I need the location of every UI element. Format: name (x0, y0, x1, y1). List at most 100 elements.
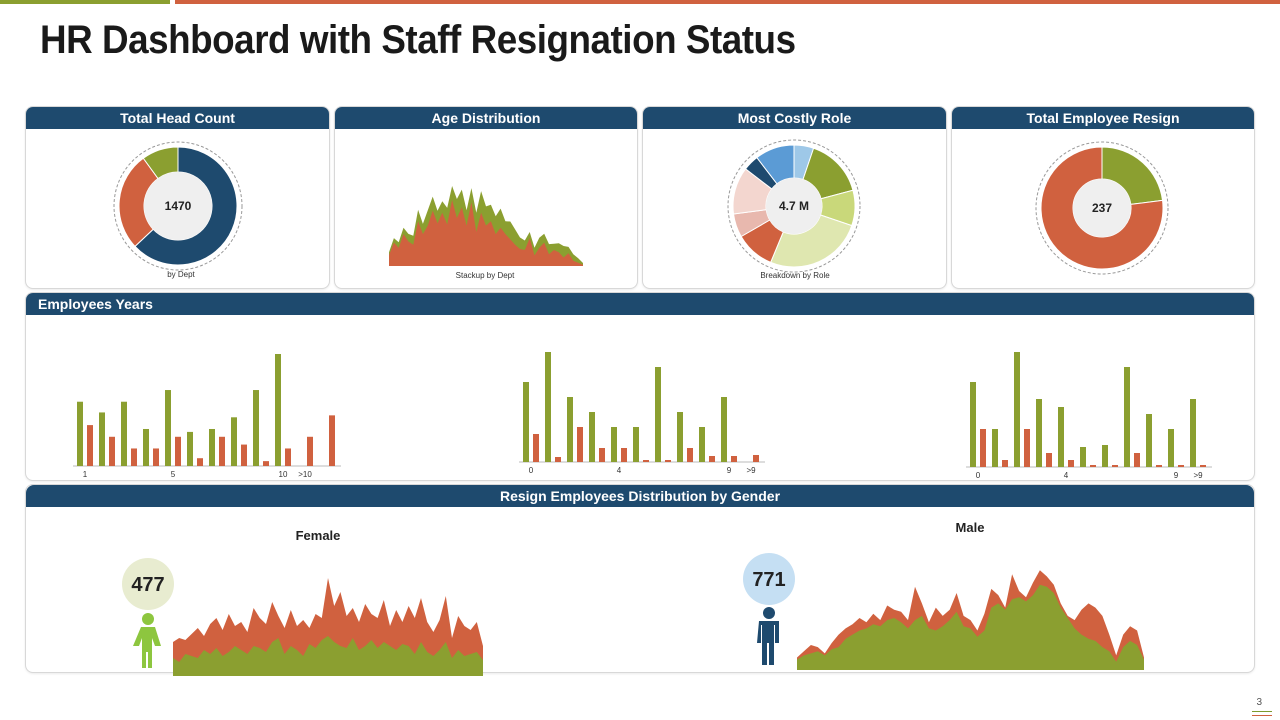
bar-total (970, 382, 976, 467)
employee-resign-title: Total Employee Resign (952, 107, 1254, 129)
bar-resigned (87, 425, 93, 466)
tick-label: 0 (976, 471, 981, 480)
bar-total (589, 412, 595, 462)
bar-resigned (1156, 465, 1162, 467)
donut-outline (727, 139, 861, 273)
employee-resign-card: Total Employee Resign 237 (951, 106, 1255, 289)
tick-label: >9 (1193, 471, 1203, 480)
page-number: 3 (1256, 697, 1262, 708)
tick-label: 9 (727, 466, 732, 475)
donut-slice (1040, 146, 1164, 270)
bar-total (275, 354, 281, 466)
bar-resigned (263, 461, 269, 466)
page-number-rule (1252, 711, 1272, 712)
bar-resigned (285, 448, 291, 466)
costly-role-caption: Breakdown by Role (760, 271, 830, 280)
bar-resigned (980, 429, 986, 467)
tick-label: >10 (298, 470, 312, 479)
bar-resigned (219, 436, 225, 466)
bar-total (143, 428, 149, 466)
head-count-caption: by Dept (167, 270, 195, 279)
employee-resign-chart: 237 (1035, 141, 1169, 275)
bar-total (209, 428, 215, 466)
gender-distribution-title: Resign Employees Distribution by Gender (26, 485, 1254, 507)
bar-total (655, 367, 661, 462)
bar-resigned (197, 458, 203, 466)
page-title: HR Dashboard with Staff Resignation Stat… (40, 18, 796, 62)
bar-total (611, 427, 617, 462)
bar-total (721, 397, 727, 462)
head-count-donut (113, 141, 243, 271)
bar-resigned (131, 448, 137, 466)
tick-label: >9 (746, 466, 756, 475)
employee-resign-value: 237 (1092, 201, 1112, 215)
bar-resigned (1090, 465, 1096, 467)
bar-total (1058, 407, 1064, 467)
tick-label: 4 (617, 466, 622, 475)
bar-total (1146, 414, 1152, 467)
bar-total (1124, 367, 1130, 467)
employees-years-title: Employees Years (26, 293, 1254, 315)
bar-total (523, 382, 529, 462)
bar-total (187, 431, 193, 466)
tick-label: 4 (1064, 471, 1069, 480)
bar-total (165, 390, 171, 466)
age-distribution-title: Age Distribution (335, 107, 637, 129)
page-number-rule (1252, 715, 1272, 716)
head-count-center (144, 172, 212, 240)
bar-resigned (621, 448, 627, 462)
bar-resigned (1024, 429, 1030, 467)
years-in-current-role-chart: 049>9Years in Current Role (519, 352, 765, 475)
bar-total (1168, 429, 1174, 467)
bar-total (77, 401, 83, 466)
bar-resigned (1112, 465, 1118, 467)
bar-resigned (599, 448, 605, 462)
bar-resigned (329, 415, 335, 466)
top-accent-orange (175, 0, 1280, 4)
tick-label: 10 (279, 470, 288, 479)
bar-resigned (753, 455, 759, 462)
donut-outline (1035, 141, 1169, 275)
donut-outline (113, 141, 243, 271)
bar-total (121, 401, 127, 466)
bar-resigned (687, 448, 693, 462)
bar-total (1102, 445, 1108, 467)
age-distribution-card: Age Distribution Stackup by Dept (334, 106, 638, 289)
bar-resigned (307, 436, 313, 466)
top-accent-green (0, 0, 170, 4)
bar-resigned (175, 436, 181, 466)
bar-total (567, 397, 573, 462)
bar-resigned (665, 460, 671, 462)
tick-label: 5 (171, 470, 176, 479)
bar-total (231, 417, 237, 466)
years-with-current-manager-chart: 049>9Years with Current Manager (966, 352, 1212, 480)
bar-total (699, 427, 705, 462)
head-count-value: 1470 (165, 199, 192, 213)
bar-total (1080, 447, 1086, 467)
employee-resign-center (1073, 179, 1131, 237)
bar-total (1014, 352, 1020, 467)
bar-total (253, 390, 259, 466)
bar-resigned (643, 460, 649, 462)
age-area-front (389, 200, 583, 266)
age-area-series (389, 186, 583, 266)
bar-total (1036, 399, 1042, 467)
costly-role-donut (727, 139, 861, 273)
head-count-title: Total Head Count (26, 107, 329, 129)
bar-resigned (577, 427, 583, 462)
bar-resigned (1178, 465, 1184, 467)
bar-total (677, 412, 683, 462)
costly-role-card: Most Costly Role 4.7 M Breakdown by Role (642, 106, 947, 289)
bar-resigned (731, 456, 737, 462)
bar-resigned (109, 436, 115, 466)
costly-role-value: 4.7 M (779, 199, 809, 213)
tick-label: 0 (529, 466, 534, 475)
bar-resigned (153, 448, 159, 466)
bar-resigned (709, 456, 715, 462)
head-count-card: Total Head Count 1470 by Dept (25, 106, 330, 289)
bar-resigned (1200, 465, 1206, 467)
bar-resigned (241, 444, 247, 466)
bar-total (1190, 399, 1196, 467)
